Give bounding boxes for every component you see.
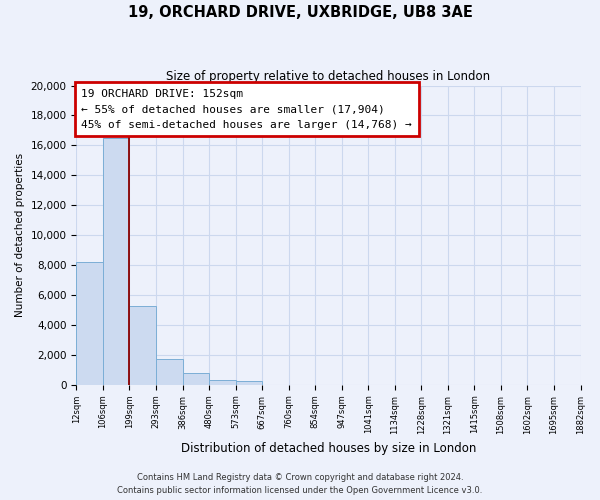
Bar (209, 380, 236, 385)
Bar (76, 262, 103, 385)
Title: Size of property relative to detached houses in London: Size of property relative to detached ho… (166, 70, 491, 83)
Text: Contains HM Land Registry data © Crown copyright and database right 2024.
Contai: Contains HM Land Registry data © Crown c… (118, 474, 482, 495)
Bar (236, 380, 262, 385)
Bar (182, 373, 209, 385)
Bar (130, 306, 156, 385)
Text: 19 ORCHARD DRIVE: 152sqm
← 55% of detached houses are smaller (17,904)
45% of se: 19 ORCHARD DRIVE: 152sqm ← 55% of detach… (82, 88, 412, 130)
Text: 19, ORCHARD DRIVE, UXBRIDGE, UB8 3AE: 19, ORCHARD DRIVE, UXBRIDGE, UB8 3AE (128, 5, 472, 20)
Bar (156, 358, 182, 385)
Y-axis label: Number of detached properties: Number of detached properties (15, 153, 25, 318)
X-axis label: Distribution of detached houses by size in London: Distribution of detached houses by size … (181, 442, 476, 455)
Bar (103, 138, 130, 385)
